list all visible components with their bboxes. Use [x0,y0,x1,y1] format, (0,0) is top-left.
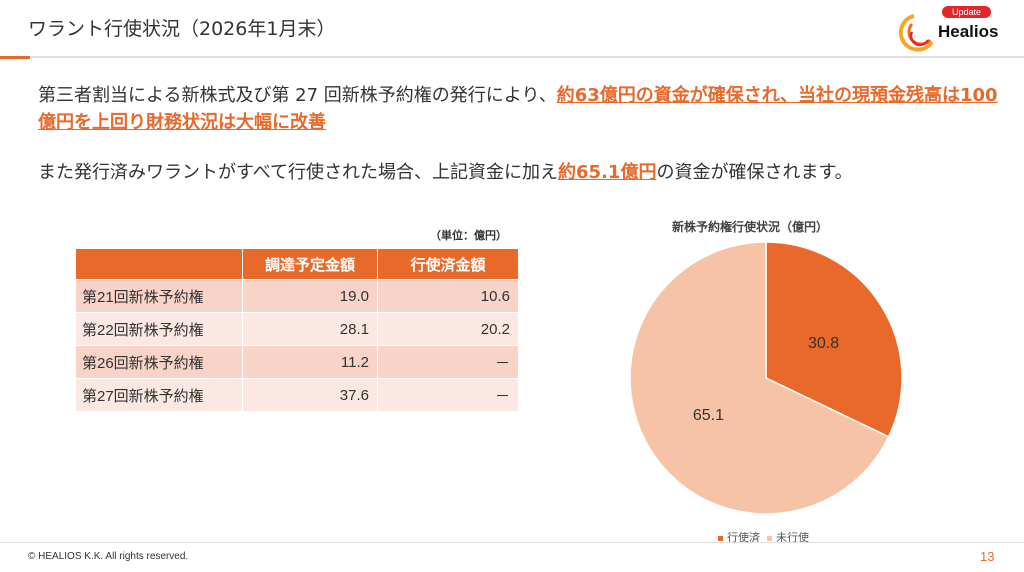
copyright: © HEALIOS K.K. All rights reserved. [28,551,189,562]
footer-divider [0,542,1024,543]
summary-paragraph: 第三者割当による新株式及び第 27 回新株予約権の発行により、約63億円の資金が… [38,82,998,136]
header-divider [0,56,1024,58]
text: の資金が確保されます。 [656,162,853,183]
pie-data-label: 30.8 [808,335,839,352]
cell: 11.2 [242,345,378,379]
legend-swatch [718,535,723,541]
unit-label: （単位：億円） [430,229,507,242]
text: 第三者割当による新株式及び第 27 回新株予約権の発行により、 [38,85,557,106]
text: また発行済みワラントがすべて行使された場合、上記資金に加え [38,162,559,183]
cell: 第27回新株予約権 [75,378,243,412]
pie-chart: 30.8 65.1 [629,241,903,515]
warrant-paragraph: また発行済みワラントがすべて行使された場合、上記資金に加え約65.1億円の資金が… [38,158,853,184]
legend-label: 未行使 [776,531,809,544]
cell: 20.2 [377,312,519,346]
warrant-table: 調達予定金額 行使済金額 第21回新株予約権 19.0 10.6 第22回新株予約権… [75,248,519,412]
cell: 第26回新株予約権 [75,345,243,379]
table-row: 第26回新株予約権 11.2 － [75,345,519,379]
table-row: 第21回新株予約権 19.0 10.6 [75,279,519,313]
table-row: 第27回新株予約権 37.6 － [75,378,519,412]
cell: － [377,378,519,412]
pie-slice-未行使 [629,241,890,515]
update-badge: Update [942,6,992,18]
chart-legend: 行使済 未行使 [718,529,809,545]
highlight-text: 約65.1億円 [558,162,657,183]
cell: 10.6 [377,279,519,313]
table-row: 第22回新株予約権 28.1 20.2 [75,312,519,346]
table-header: 調達予定金額 行使済金額 [75,248,519,280]
cell: 37.6 [242,378,378,412]
cell: 第21回新株予約権 [75,279,243,313]
cell: 第22回新株予約権 [75,312,243,346]
legend-label: 行使済 [727,531,760,544]
legend-swatch [767,535,772,541]
page-number: 13 [980,549,995,564]
cell: － [377,345,519,379]
header-cell: 行使済金額 [377,248,519,280]
page-title: ワラント行使状況（2026年1月末） [28,18,336,40]
header-cell: 調達予定金額 [242,248,378,280]
cell: 19.0 [242,279,378,313]
chart-title: 新株予約権行使状況（億円） [672,220,829,234]
cell: 28.1 [242,312,378,346]
pie-slice-行使済 [765,241,903,438]
pie-data-label: 65.1 [693,407,724,424]
highlight-text: 約63億円の資金が確保され、当社の現預金残高は100億円を上回り財務状況は大幅に… [38,85,998,133]
logo-text: Healios [938,22,999,41]
healios-logo-icon [898,14,934,52]
header-cell [75,248,243,280]
header-accent [0,56,30,59]
